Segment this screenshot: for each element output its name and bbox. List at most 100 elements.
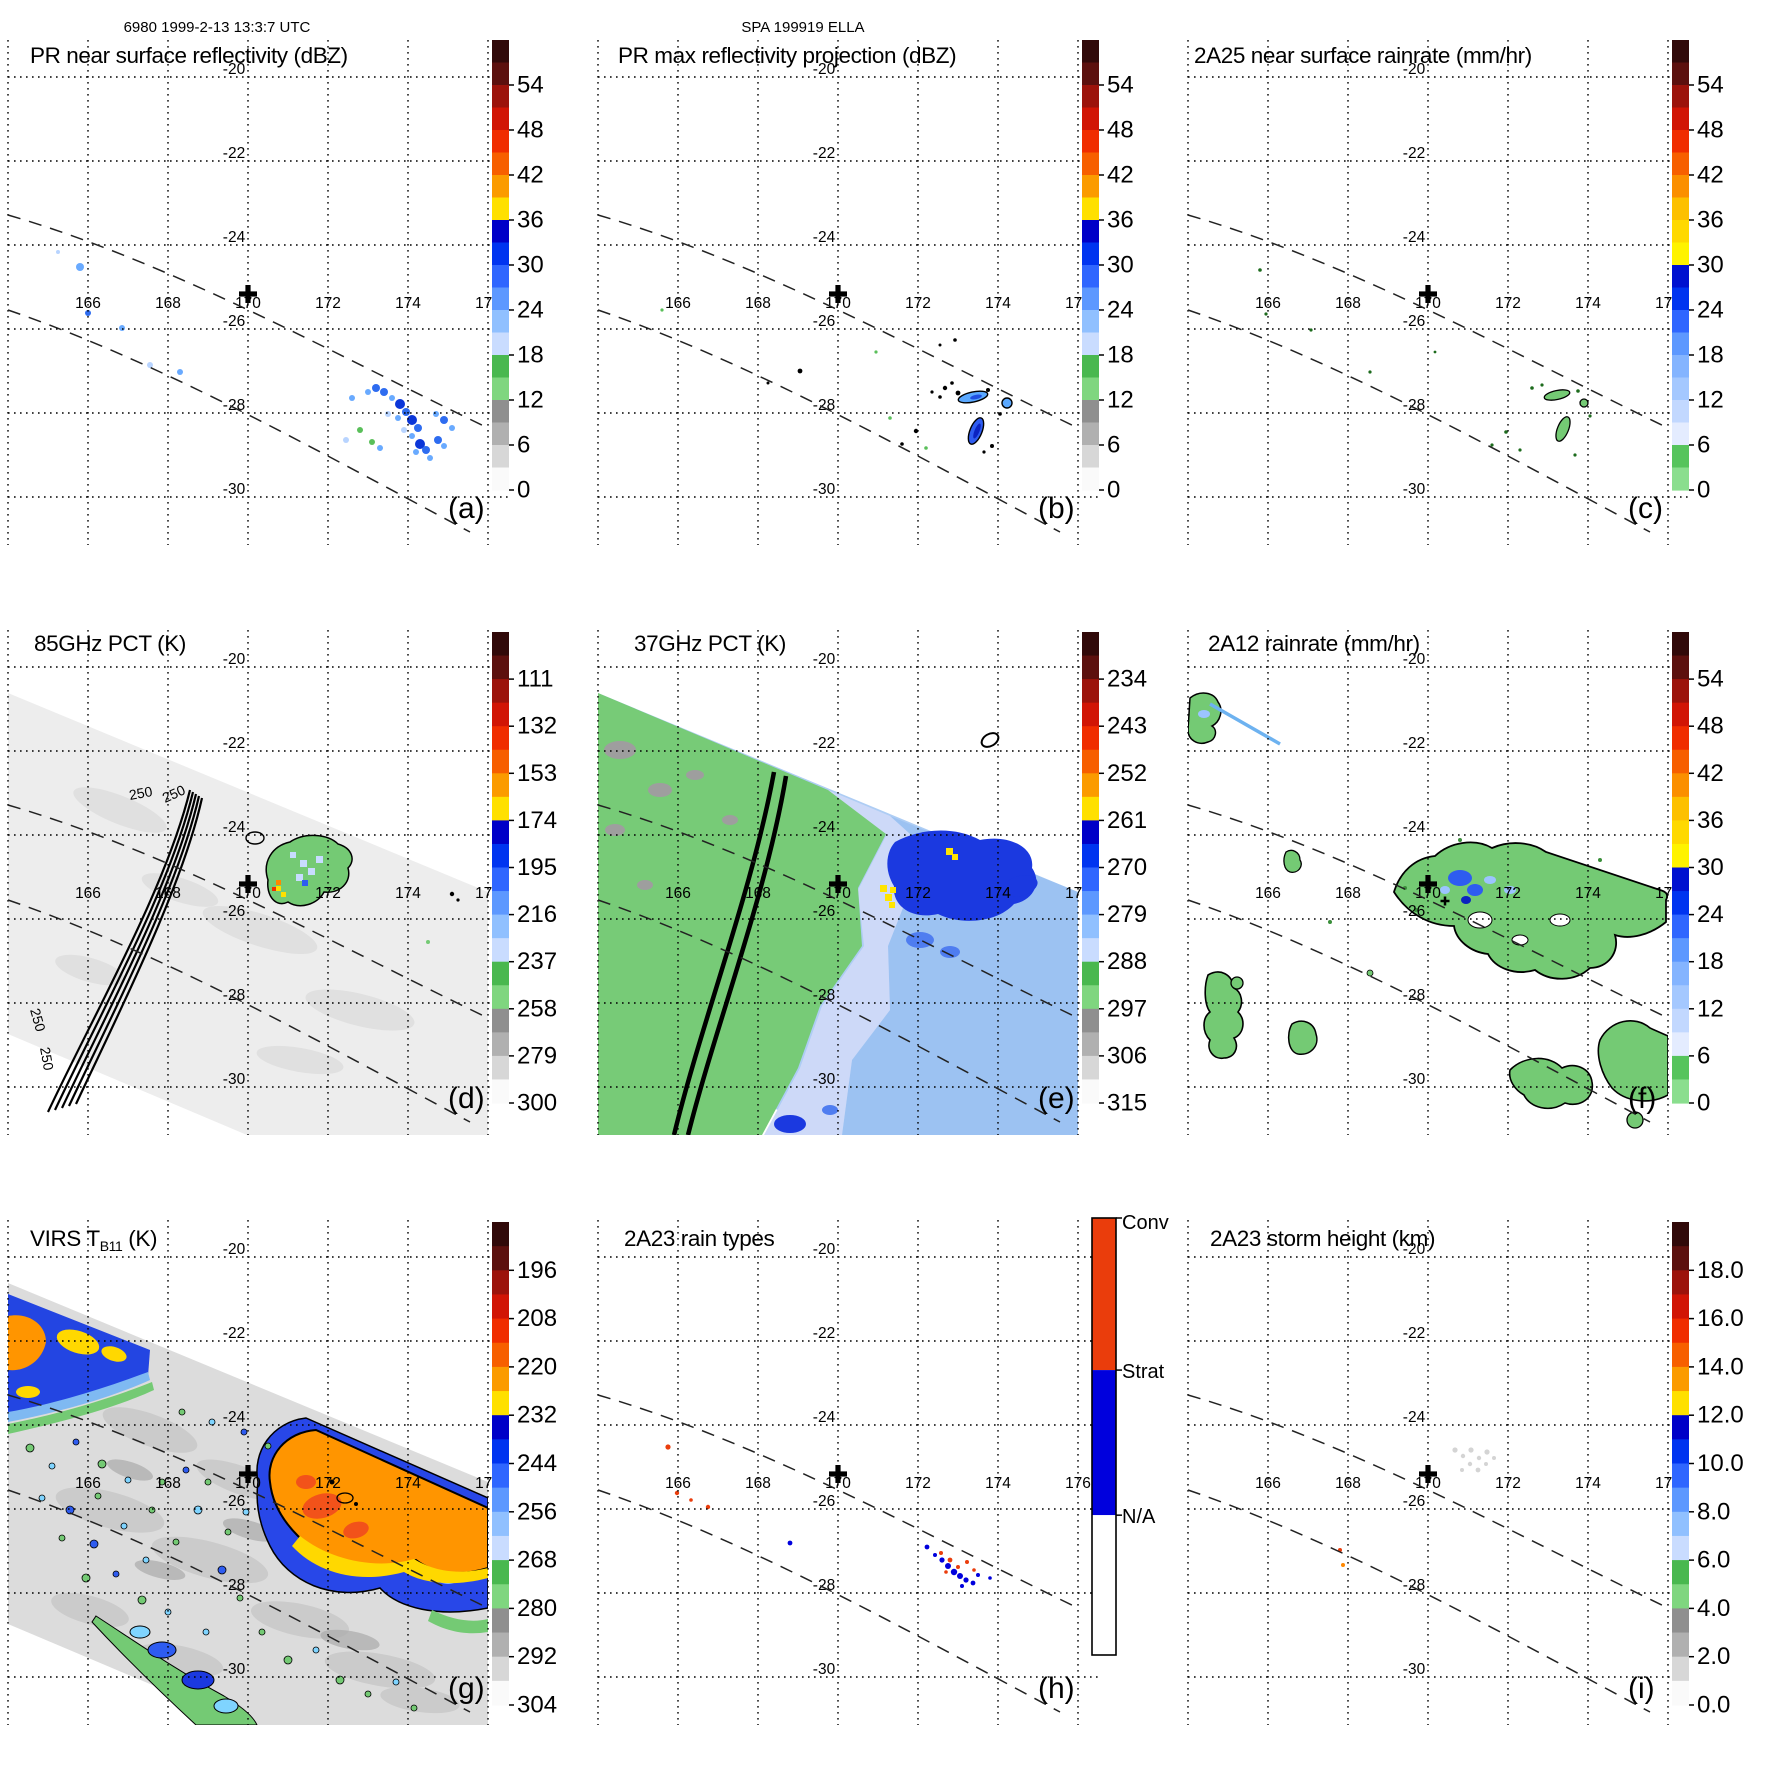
swath-edge-line (1187, 1394, 1667, 1608)
colorbar-segment (492, 287, 509, 311)
colorbar-segment (492, 152, 509, 176)
colorbar-segment (1672, 422, 1689, 446)
colorbar-segment (492, 1055, 509, 1081)
colorbar-tick-label: 12 (517, 387, 544, 414)
colorbar-segment (1672, 130, 1689, 154)
swath-edge-line (1187, 804, 1667, 1018)
storm-center-marker (835, 875, 841, 893)
colorbar-segment (1672, 679, 1689, 704)
colorbar-segment (492, 679, 509, 704)
lat-label: -20 (1403, 651, 1426, 668)
colorbar-segment (492, 1318, 509, 1344)
panel-e-title: 37GHz PCT (K) (634, 631, 786, 656)
colorbar-segment (492, 310, 509, 334)
lat-label: -26 (1403, 1493, 1425, 1510)
colorbar-segment (492, 1079, 509, 1104)
lon-label: 170 (1415, 295, 1441, 312)
contour-zero (980, 732, 1000, 748)
colorbar-segment (1672, 107, 1689, 131)
panel-i: 166 168 170 172 174 176-20-22-24-26-28-3018.0… (1187, 1220, 1744, 1725)
colorbar-segment (1672, 400, 1689, 424)
lon-label: 176 (1065, 1475, 1091, 1492)
colorbar-segment (492, 62, 509, 86)
lat-label: -28 (223, 987, 245, 1004)
colorbar-segment (1672, 1560, 1689, 1585)
lat-label: -24 (813, 819, 836, 836)
colorbar-segment (1672, 867, 1689, 892)
panel-a: 166 168 170 172 174 176-20-22-24-26-28-305448… (7, 19, 544, 545)
lon-label: 170 (825, 1475, 851, 1492)
colorbar-segment (492, 1415, 509, 1440)
lon-label: 172 (1495, 885, 1521, 902)
colorbar-tick-label: 6 (1107, 432, 1120, 459)
colorbar-segment (1672, 632, 1689, 657)
panel-b-title: PR max reflectivity projection (dBZ) (618, 43, 956, 68)
colorbar-segment (1672, 1608, 1689, 1634)
colorbar-tick-label: 30 (1697, 854, 1724, 881)
lon-label: 168 (1335, 1475, 1361, 1492)
header-left: 6980 1999-2-13 13:3:7 UTC (124, 19, 311, 36)
colorbar-segment (492, 632, 509, 657)
colorbar-tick-label: 36 (1697, 207, 1724, 234)
contour-label: 250 (128, 783, 154, 803)
colorbar-segment (492, 820, 509, 845)
swath-edge-line (597, 899, 1061, 1123)
map-artwork-a (56, 250, 455, 461)
map-artwork-d (8, 693, 488, 1135)
colorbar-tick-label: 30 (1697, 252, 1724, 279)
colorbar-segment (1082, 843, 1099, 869)
lat-label: -20 (223, 651, 246, 668)
colorbar-segment (1082, 726, 1099, 751)
lat-label: -22 (1403, 145, 1425, 162)
lon-label: 174 (1575, 295, 1601, 312)
colorbar-segment (492, 85, 509, 109)
colorbar-tick-label: 16.0 (1697, 1305, 1744, 1332)
colorbar-segment (1672, 985, 1689, 1010)
colorbar-segment (1672, 40, 1689, 64)
lon-label: 166 (665, 885, 691, 902)
colorbar-segment (1672, 1079, 1689, 1104)
colorbar-segment (1082, 1055, 1099, 1081)
colorbar-segment (1082, 445, 1099, 469)
colorbar-segment (492, 467, 509, 491)
colorbar-tick-label: 12.0 (1697, 1402, 1744, 1429)
lon-label: 170 (235, 295, 261, 312)
lat-label: -28 (813, 1577, 835, 1594)
colorbar-tick-label: 279 (517, 1042, 557, 1069)
lon-label: 170 (825, 885, 851, 902)
colorbar-segment (1672, 310, 1689, 334)
colorbar-tick-label: 18 (1107, 342, 1134, 369)
colorbar-tick-label: 196 (517, 1257, 557, 1284)
colorbar-tick-label: 0.0 (1697, 1692, 1730, 1719)
lon-label: 166 (665, 1475, 691, 1492)
panel-g-letter: (g) (448, 1672, 485, 1705)
colorbar-tick-label: 18 (1697, 948, 1724, 975)
colorbar-segment (1672, 726, 1689, 751)
lat-label: -28 (223, 1577, 245, 1594)
colorbar-segment (492, 422, 509, 446)
colorbar-tick-label: 24 (1697, 901, 1724, 928)
lon-label: 168 (745, 1475, 771, 1492)
colorbar-tick-label: Conv (1122, 1212, 1169, 1234)
lat-label: -26 (223, 903, 245, 920)
lon-label: 172 (905, 295, 931, 312)
colorbar-tick-label: 36 (517, 207, 544, 234)
colorbar-segment (1672, 1535, 1689, 1561)
swath-edge-line (597, 1489, 1061, 1713)
lat-label: -20 (813, 1241, 836, 1258)
panel-a-letter: (a) (448, 492, 485, 525)
colorbar-tick-label: 0 (1697, 1090, 1710, 1117)
colorbar-segment (1672, 749, 1689, 774)
lon-label: 166 (1255, 885, 1281, 902)
lat-label: -24 (813, 1409, 836, 1426)
colorbar-segment (1672, 332, 1689, 356)
lat-label: -28 (1403, 987, 1425, 1004)
colorbar-segment (492, 40, 509, 64)
colorbar-tick-label: 42 (1697, 162, 1724, 189)
colorbar-segment (1672, 1463, 1689, 1489)
storm-center-marker (245, 1465, 251, 1483)
lat-label: -30 (223, 481, 246, 498)
map-artwork-g (8, 1283, 488, 1725)
map-artwork-h (665, 1444, 992, 1588)
